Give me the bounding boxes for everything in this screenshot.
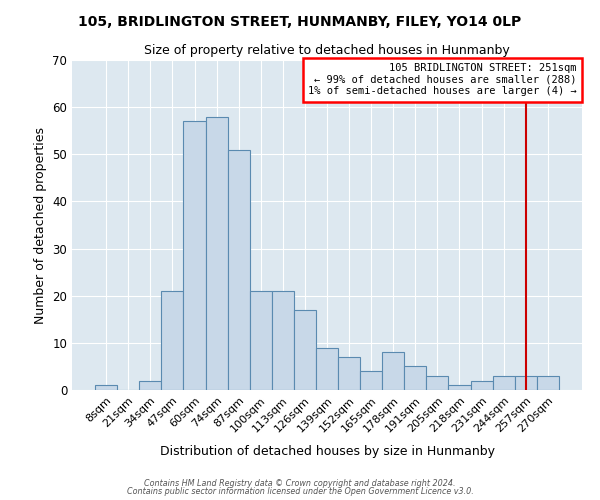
Bar — [404, 366, 427, 390]
Bar — [316, 348, 338, 390]
X-axis label: Distribution of detached houses by size in Hunmanby: Distribution of detached houses by size … — [160, 445, 494, 458]
Bar — [515, 376, 537, 390]
Bar — [537, 376, 559, 390]
Bar — [427, 376, 448, 390]
Bar — [227, 150, 250, 390]
Bar — [139, 380, 161, 390]
Bar — [338, 357, 360, 390]
Bar — [470, 380, 493, 390]
Text: 105, BRIDLINGTON STREET, HUNMANBY, FILEY, YO14 0LP: 105, BRIDLINGTON STREET, HUNMANBY, FILEY… — [79, 15, 521, 29]
Bar — [382, 352, 404, 390]
Bar — [161, 291, 184, 390]
Bar — [250, 291, 272, 390]
Bar — [493, 376, 515, 390]
Bar — [448, 386, 470, 390]
Bar — [272, 291, 294, 390]
Bar — [95, 386, 117, 390]
Text: 105 BRIDLINGTON STREET: 251sqm
← 99% of detached houses are smaller (288)
1% of : 105 BRIDLINGTON STREET: 251sqm ← 99% of … — [308, 64, 577, 96]
Text: Contains HM Land Registry data © Crown copyright and database right 2024.: Contains HM Land Registry data © Crown c… — [144, 478, 456, 488]
Title: Size of property relative to detached houses in Hunmanby: Size of property relative to detached ho… — [144, 44, 510, 58]
Y-axis label: Number of detached properties: Number of detached properties — [34, 126, 47, 324]
Bar — [184, 122, 206, 390]
Text: Contains public sector information licensed under the Open Government Licence v3: Contains public sector information licen… — [127, 487, 473, 496]
Bar — [360, 371, 382, 390]
Bar — [294, 310, 316, 390]
Bar — [206, 116, 227, 390]
